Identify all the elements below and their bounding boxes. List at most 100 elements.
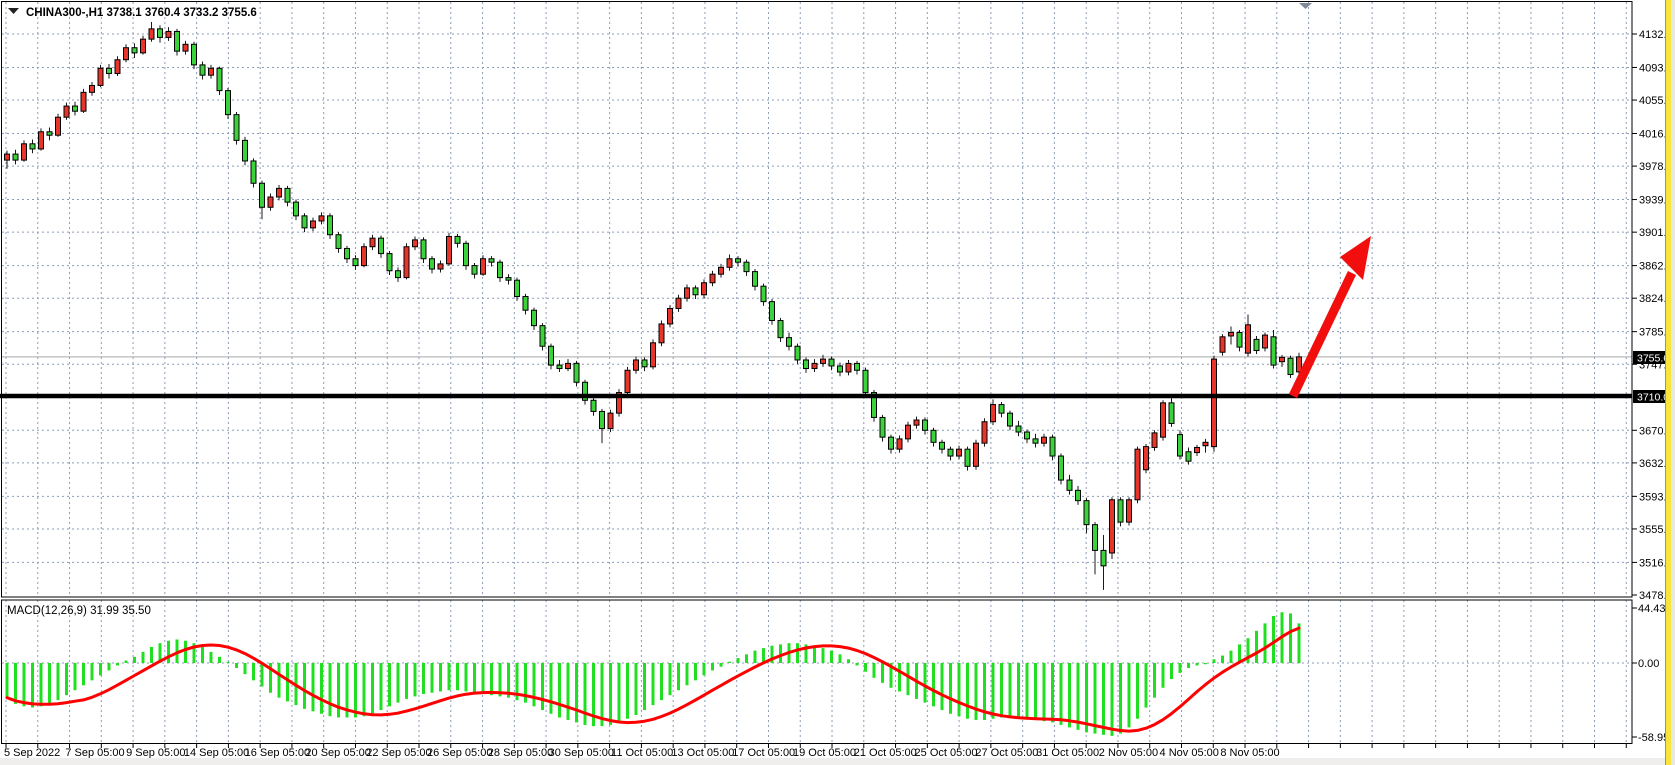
candle-bullish xyxy=(1151,432,1158,448)
macd-histogram-bar xyxy=(855,663,859,666)
symbol-dropdown-icon[interactable] xyxy=(8,8,19,14)
candle-bearish xyxy=(862,369,869,394)
time-axis-label: 21 Oct 05:00 xyxy=(854,747,917,759)
candle-bearish xyxy=(1083,500,1090,526)
macd-axis-zero: 0.00 xyxy=(1638,658,1659,670)
macd-histogram-bar xyxy=(226,661,230,663)
macd-indicator-layer[interactable] xyxy=(2,612,1632,736)
candle-bullish xyxy=(4,153,10,161)
candle-bullish xyxy=(318,215,325,222)
macd-histogram-bar xyxy=(575,663,578,723)
candle-bullish xyxy=(675,297,682,309)
candle-bearish xyxy=(1117,499,1124,523)
macd-histogram-bar xyxy=(1161,663,1165,688)
macd-histogram-bar xyxy=(235,663,238,668)
candle-bearish xyxy=(301,215,308,229)
candle-bearish xyxy=(463,242,469,267)
candle-bearish xyxy=(556,364,563,370)
time-axis-label: 7 Sep 05:00 xyxy=(65,747,124,759)
candle-bearish xyxy=(964,448,971,467)
candle-bearish xyxy=(590,399,597,412)
macd-histogram-bar xyxy=(1000,663,1003,718)
time-axis-label: 26 Sep 05:00 xyxy=(427,747,492,759)
candle-bullish xyxy=(165,30,172,38)
price-axis-label: 3862.0 xyxy=(1639,261,1673,273)
candle-bearish xyxy=(922,419,928,431)
chart-shift-marker-icon[interactable] xyxy=(1299,3,1312,9)
candle-bearish xyxy=(947,448,954,457)
time-axis-label: 30 Sep 05:00 xyxy=(549,747,614,759)
candle-bullish xyxy=(63,105,70,118)
macd-histogram-bar xyxy=(711,663,714,671)
candles-layer[interactable] xyxy=(4,21,1302,590)
svg-text:3755.6: 3755.6 xyxy=(1637,353,1669,365)
macd-histogram-bar xyxy=(337,663,340,718)
macd-histogram-bar xyxy=(252,663,255,681)
edge-strip-border xyxy=(1665,0,1666,765)
candle-bearish xyxy=(284,187,291,203)
macd-histogram-bar xyxy=(609,663,612,725)
macd-histogram-bar xyxy=(1195,663,1199,666)
macd-histogram-bar xyxy=(983,663,986,720)
candle-bearish xyxy=(46,131,53,136)
candle-bullish xyxy=(633,359,639,371)
macd-histogram-bar xyxy=(396,663,400,703)
candle-bullish xyxy=(709,273,716,284)
macd-histogram-bar xyxy=(736,658,740,663)
candle-bearish xyxy=(1185,451,1192,462)
candle-bearish xyxy=(573,362,580,383)
macd-histogram-bar xyxy=(362,663,366,717)
macd-histogram-bar xyxy=(932,663,935,707)
candle-bearish xyxy=(12,153,19,161)
candle-bearish xyxy=(760,285,767,303)
candle-bearish xyxy=(879,416,886,438)
macd-histogram-bar xyxy=(515,663,519,701)
macd-histogram-bar xyxy=(643,663,646,711)
candle-bearish xyxy=(505,277,512,281)
macd-histogram-bar xyxy=(668,663,672,696)
candle-bullish xyxy=(1219,336,1226,353)
macd-histogram-bar xyxy=(116,663,119,666)
time-axis-label: 13 Oct 05:00 xyxy=(671,747,734,759)
macd-histogram-bar xyxy=(702,663,706,676)
macd-histogram-bar xyxy=(906,663,910,696)
macd-histogram-bar xyxy=(133,656,136,663)
macd-histogram-bar xyxy=(498,663,502,697)
candle-bearish xyxy=(378,237,384,255)
candle-bearish xyxy=(131,47,138,54)
candle-bullish xyxy=(565,362,571,370)
candle-bearish xyxy=(522,295,529,311)
candle-bullish xyxy=(1279,356,1285,363)
candle-bullish xyxy=(701,282,707,296)
panel-frames xyxy=(1,1,1633,744)
candle-bullish xyxy=(89,84,95,93)
candle-bearish xyxy=(335,234,342,249)
candle-bullish xyxy=(905,424,911,440)
macd-histogram-bar xyxy=(14,663,17,704)
candle-bullish xyxy=(403,246,410,279)
candle-bullish xyxy=(981,421,988,444)
candle-bullish xyxy=(38,131,44,150)
macd-histogram-bar xyxy=(379,663,383,711)
trend-arrow[interactable] xyxy=(1288,236,1371,398)
macd-histogram-bar xyxy=(31,663,34,708)
candle-bullish xyxy=(369,237,376,248)
time-axis-label: 27 Oct 05:00 xyxy=(975,747,1038,759)
macd-panel-frame xyxy=(1,599,1633,744)
candle-bearish xyxy=(735,258,741,263)
macd-histogram-bar xyxy=(753,650,757,663)
candle-bearish xyxy=(752,271,758,287)
time-axis-label: 17 Oct 05:00 xyxy=(732,747,795,759)
macd-histogram-bar xyxy=(388,663,391,707)
candle-bearish xyxy=(531,309,537,327)
candle-bearish xyxy=(1100,549,1107,567)
candle-bullish xyxy=(148,28,155,40)
macd-histogram-bar xyxy=(303,663,306,709)
candle-bullish xyxy=(1134,448,1141,501)
macd-histogram-bar xyxy=(804,644,808,663)
macd-histogram-bar xyxy=(73,663,77,691)
macd-histogram-bar xyxy=(898,663,901,692)
